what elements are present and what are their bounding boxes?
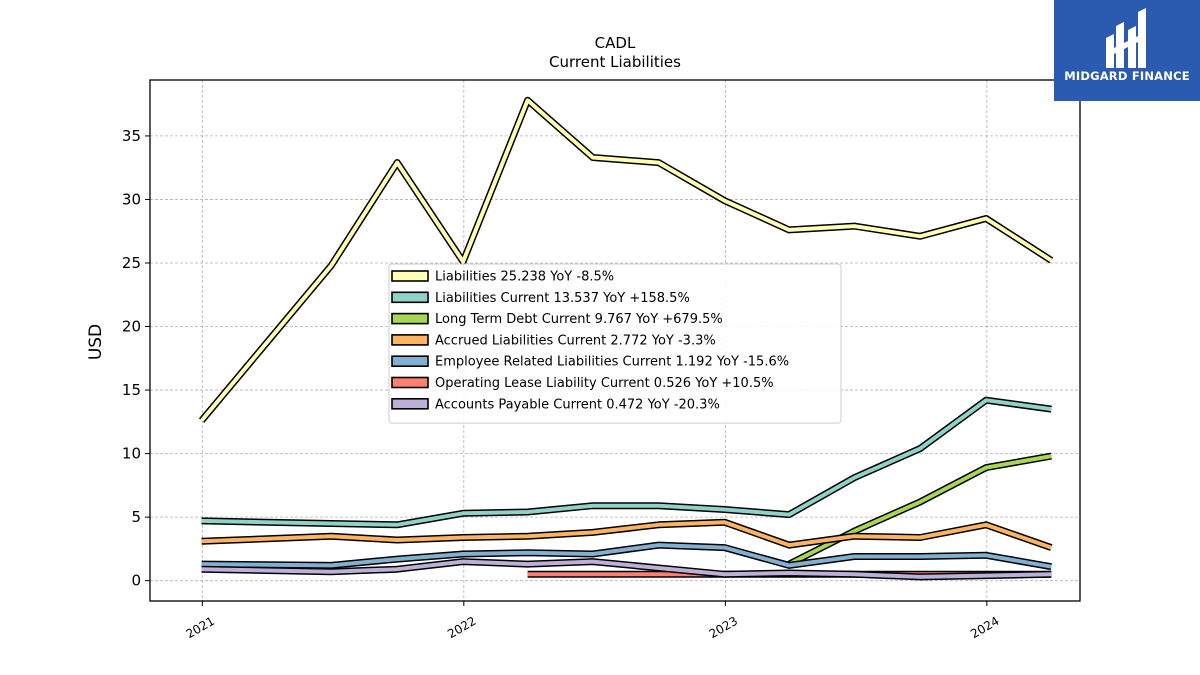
legend-item: Liabilities Current 13.537 YoY +158.5% (391, 291, 690, 306)
y-tick-label: 0 (131, 572, 141, 590)
x-tick-label: 2024 (968, 614, 1001, 641)
y-tick-label: 30 (122, 190, 141, 208)
legend-swatch (391, 397, 429, 410)
series-line (200, 98, 1053, 422)
x-axis: 2021 2022 2023 2024 (184, 601, 1002, 641)
series-1 (201, 396, 1052, 529)
series-line (201, 398, 1052, 527)
y-tick-label: 10 (122, 445, 141, 463)
legend-item: Operating Lease Liability Current 0.526 … (391, 376, 774, 391)
y-tick-label: 25 (122, 254, 141, 272)
series-lines (198, 96, 1054, 581)
legend-swatch (391, 291, 429, 304)
series-2 (787, 452, 1052, 568)
logo-mark-icon (1106, 8, 1146, 68)
y-tick-label: 35 (122, 127, 141, 145)
legend-label: Accounts Payable Current 0.472 YoY -20.3… (435, 397, 720, 412)
x-tick-label: 2023 (707, 614, 740, 641)
legend: Liabilities 25.238 YoY -8.5% Liabilities … (388, 263, 842, 424)
legend-label: Employee Related Liabilities Current 1.1… (435, 355, 789, 370)
legend-swatch (391, 334, 429, 346)
series-line (201, 543, 1052, 569)
legend-label: Long Term Debt Current 9.767 YoY +679.5% (435, 312, 723, 327)
y-tick-label: 15 (122, 381, 141, 399)
legend-label: Accrued Liabilities Current 2.772 YoY -3… (435, 333, 716, 348)
series-line-outline (787, 452, 1052, 568)
legend-swatch (391, 355, 429, 368)
midgard-finance-logo: MIDGARD FINANCE (1054, 0, 1200, 101)
series-3 (201, 518, 1053, 551)
legend-swatch (391, 312, 429, 325)
y-tick-label: 5 (131, 508, 141, 526)
legend-label: Operating Lease Liability Current 0.526 … (435, 376, 774, 391)
chart-title: CADL (595, 34, 636, 52)
legend-label: Liabilities Current 13.537 YoY +158.5% (435, 291, 690, 306)
legend-label: Liabilities 25.238 YoY -8.5% (435, 270, 614, 285)
y-axis-label: USD (86, 324, 106, 360)
series-6 (201, 558, 1052, 581)
legend-item: Accounts Payable Current 0.472 YoY -20.3… (391, 397, 720, 412)
legend-item: Accrued Liabilities Current 2.772 YoY -3… (391, 333, 716, 348)
legend-item: Liabilities 25.238 YoY -8.5% (391, 270, 614, 285)
y-tick-label: 20 (122, 318, 141, 336)
series-4 (201, 541, 1052, 571)
legend-box (388, 263, 842, 424)
legend-swatch (391, 270, 429, 282)
legend-item: Long Term Debt Current 9.767 YoY +679.5% (391, 312, 723, 327)
legend-swatch (391, 376, 429, 389)
plot-area-frame (149, 79, 1081, 602)
chart-subtitle: Current Liabilities (549, 53, 681, 71)
logo-brand-text: MIDGARD FINANCE (1064, 69, 1190, 83)
series-0 (198, 96, 1054, 423)
x-tick-label: 2021 (184, 614, 217, 641)
series-line (201, 559, 1052, 579)
legend-item: Employee Related Liabilities Current 1.1… (391, 355, 789, 370)
x-tick-label: 2022 (445, 614, 478, 641)
y-axis: 0 5 10 15 20 25 30 35 (122, 127, 150, 590)
series-line (201, 520, 1052, 550)
